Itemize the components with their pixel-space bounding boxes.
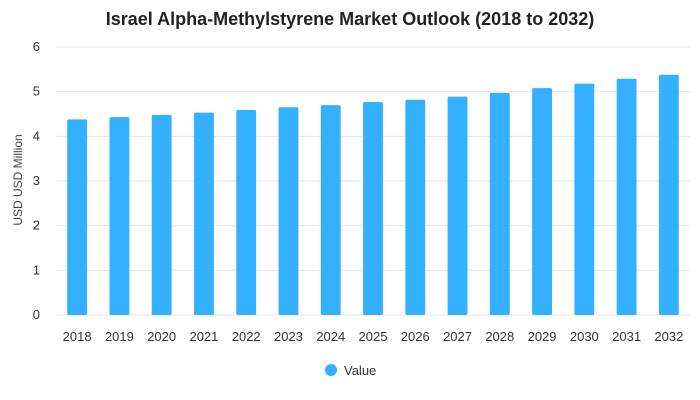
bar[interactable] [616, 78, 637, 315]
bar[interactable] [67, 119, 88, 315]
bar[interactable] [532, 88, 552, 316]
legend-swatch-icon [325, 364, 337, 376]
x-tick-label: 2018 [63, 329, 92, 344]
bar[interactable] [574, 83, 595, 315]
bar[interactable] [363, 101, 383, 315]
y-tick-label: 5 [33, 84, 40, 99]
y-tick-label: 6 [33, 39, 40, 54]
y-tick-label: 2 [33, 218, 40, 233]
y-tick-label: 0 [33, 307, 40, 322]
x-tick-label: 2032 [654, 329, 683, 344]
x-tick-label: 2019 [105, 329, 134, 344]
bar[interactable] [109, 117, 130, 315]
chart-title: Israel Alpha-Methylstyrene Market Outloo… [105, 9, 595, 29]
x-tick-label: 2031 [612, 329, 641, 344]
x-tick-label: 2026 [401, 329, 430, 344]
x-tick-label: 2023 [274, 329, 303, 344]
bar[interactable] [405, 99, 426, 315]
bar[interactable] [320, 105, 341, 315]
y-axis-label: USD USD Million [11, 134, 25, 225]
bar[interactable] [194, 112, 214, 315]
y-axis-ticks: 0 1 2 3 4 5 6 [33, 39, 40, 322]
x-tick-label: 2024 [316, 329, 345, 344]
x-tick-label: 2027 [443, 329, 472, 344]
bars [67, 74, 679, 316]
bar[interactable] [658, 74, 679, 316]
y-tick-label: 1 [33, 262, 40, 277]
x-tick-label: 2021 [189, 329, 218, 344]
y-tick-label: 3 [33, 173, 40, 188]
x-tick-label: 2020 [147, 329, 176, 344]
x-tick-label: 2028 [485, 329, 514, 344]
legend-label: Value [344, 363, 376, 378]
bar[interactable] [278, 107, 299, 315]
y-tick-label: 4 [33, 128, 40, 143]
x-tick-label: 2022 [232, 329, 261, 344]
x-tick-label: 2029 [528, 329, 557, 344]
bar[interactable] [236, 109, 257, 315]
bar[interactable] [151, 114, 172, 315]
bar[interactable] [447, 96, 468, 315]
x-tick-label: 2030 [570, 329, 599, 344]
legend[interactable]: Value [325, 363, 376, 378]
x-tick-label: 2025 [359, 329, 388, 344]
x-axis-ticks: 2018 2019 2020 2021 2022 2023 2024 2025 2026 2027… [63, 329, 684, 344]
bar[interactable] [489, 93, 510, 315]
